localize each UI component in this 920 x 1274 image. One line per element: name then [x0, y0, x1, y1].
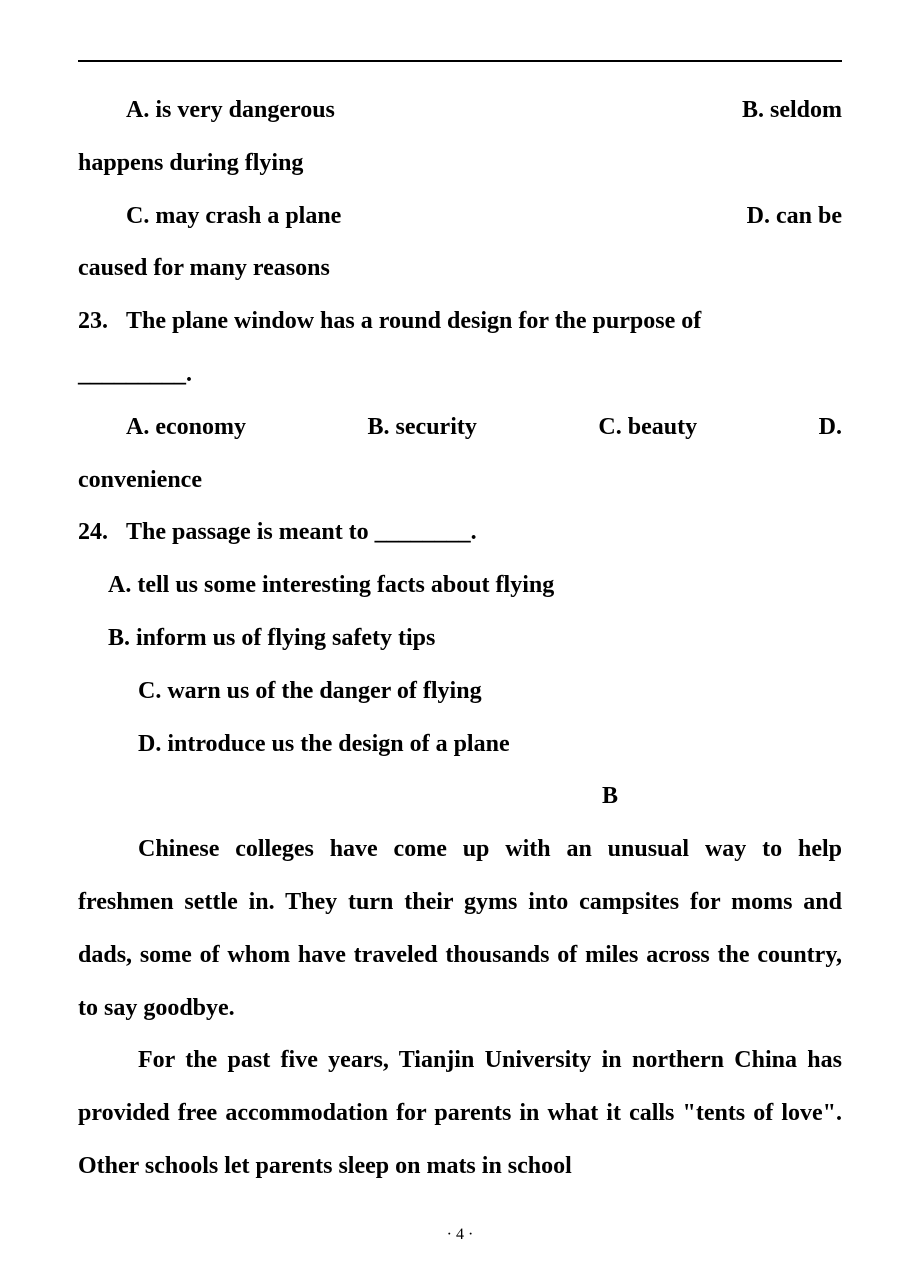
q24-opt-c: C. warn us of the danger of flying: [78, 665, 842, 718]
q23-options: A. economy B. security C. beauty D.: [78, 401, 842, 454]
section-b-para2: For the past five years, Tianjin Univers…: [78, 1034, 842, 1192]
q23-opt-b: B. security: [368, 401, 477, 454]
q23-opt-c: C. beauty: [598, 401, 697, 454]
q22-row1-cont: happens during flying: [78, 137, 842, 190]
q24-text: The passage is meant to ________.: [126, 506, 477, 559]
q22-opt-b: B. seldom: [742, 84, 842, 137]
q23-num: 23.: [78, 295, 126, 348]
section-b-para1: Chinese colleges have come up with an un…: [78, 823, 842, 1034]
q22-opt-c: C. may crash a plane: [126, 190, 341, 243]
q23-question: 23. The plane window has a round design …: [78, 295, 842, 348]
q23-text-line2: _________.: [78, 348, 842, 401]
q24-question: 24. The passage is meant to ________.: [78, 506, 842, 559]
q22-row2: C. may crash a plane D. can be: [78, 190, 842, 243]
q23-opt-d: D.: [819, 401, 842, 454]
q24-num: 24.: [78, 506, 126, 559]
q23-opt-a: A. economy: [126, 401, 246, 454]
top-rule: [78, 60, 842, 62]
q24-opt-d: D. introduce us the design of a plane: [78, 718, 842, 771]
q22-row1: A. is very dangerous B. seldom: [78, 84, 842, 137]
q23-opt-d-cont: convenience: [78, 454, 842, 507]
section-b-letter: B: [378, 770, 842, 823]
q24-opt-a: A. tell us some interesting facts about …: [78, 559, 842, 612]
q22-opt-a: A. is very dangerous: [126, 84, 335, 137]
q22-opt-d: D. can be: [747, 190, 842, 243]
document-content: A. is very dangerous B. seldom happens d…: [78, 60, 842, 1193]
q23-text-line1: The plane window has a round design for …: [126, 295, 842, 348]
page-number-value: 4: [456, 1226, 464, 1243]
q24-opt-b: B. inform us of flying safety tips: [78, 612, 842, 665]
q22-row2-cont: caused for many reasons: [78, 242, 842, 295]
page-number: · 4 ·: [0, 1226, 920, 1244]
